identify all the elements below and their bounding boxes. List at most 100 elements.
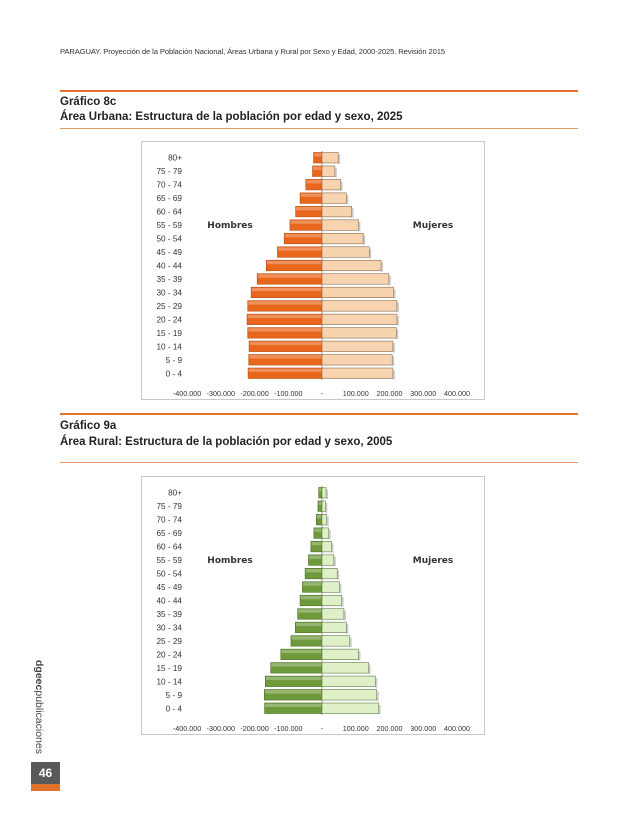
bar-mujeres-shadow [392, 356, 395, 367]
age-group-label: 0 - 4 [166, 704, 183, 713]
bar-mujeres-shadow [340, 181, 343, 191]
figure-label: Gráfico 9a [60, 420, 117, 432]
bar-hombres-highlight [248, 368, 322, 372]
bar-hombres-highlight [249, 341, 322, 346]
age-group-label: 80+ [168, 154, 182, 163]
bar-hombres-highlight [303, 582, 322, 586]
age-group-label: 70 - 74 [157, 181, 183, 190]
age-group-label: 65 - 69 [157, 194, 183, 203]
bar-hombres-highlight [249, 355, 322, 359]
bar-mujeres [321, 662, 369, 674]
age-group-label: 25 - 29 [157, 302, 183, 311]
age-group-label: 15 - 19 [157, 329, 183, 338]
bar-hombres-highlight [296, 206, 322, 211]
x-tick-label: -200.000 [240, 389, 268, 398]
age-group-label: 20 - 24 [157, 315, 183, 324]
x-tick-label: - [321, 724, 324, 733]
bar-mujeres [321, 219, 359, 231]
legend-hombres: Hombres [207, 556, 252, 566]
figure-label: Gráfico 8c [60, 96, 117, 108]
x-tick-label: 100.000 [343, 389, 369, 398]
age-group-label: 60 - 64 [157, 543, 183, 552]
bar-mujeres [321, 554, 335, 566]
running-header: PARAGUAY. Proyección de la Población Nac… [60, 47, 446, 56]
x-tick-label: 400.000 [444, 389, 470, 398]
x-tick-label: -200.000 [240, 724, 268, 733]
bar-mujeres [321, 179, 341, 191]
x-tick-label: -300.000 [207, 389, 235, 398]
bar-hombres-highlight [300, 193, 322, 197]
bar-mujeres [321, 514, 328, 526]
bar-hombres-highlight [264, 690, 322, 694]
bar-hombres-highlight [291, 636, 322, 640]
bar-hombres-highlight [306, 180, 322, 184]
bar-hombres-highlight [284, 233, 322, 238]
bar-mujeres-shadow [396, 329, 399, 340]
bar-mujeres [321, 273, 390, 285]
bar-mujeres-shadow [349, 637, 352, 648]
age-group-label: 20 - 24 [157, 650, 183, 659]
bar-mujeres-shadow [393, 289, 396, 299]
bar-mujeres-shadow [351, 208, 354, 218]
bar-mujeres [321, 152, 339, 164]
age-group-label: 80+ [168, 489, 182, 498]
age-group-label: 30 - 34 [157, 288, 183, 297]
pyramid-rural-svg: 0 - 4 5 - 9 10 - 14 15 - 19 20 - 24 25 - 29 30… [157, 486, 470, 733]
age-group-label: 25 - 29 [157, 637, 183, 646]
bar-hombres-highlight [248, 328, 322, 332]
bar-mujeres [321, 165, 336, 177]
bar-mujeres [321, 581, 340, 593]
bar-hombres-highlight [311, 541, 322, 546]
x-tick-label: -300.000 [207, 724, 235, 733]
bar-mujeres-shadow [331, 543, 334, 553]
bar-mujeres-shadow [325, 502, 328, 513]
bar-mujeres [321, 327, 397, 339]
bar-hombres-highlight [248, 301, 322, 305]
bar-mujeres [321, 675, 376, 687]
age-group-label: 5 - 9 [166, 356, 183, 365]
bar-mujeres-shadow [363, 235, 366, 245]
age-group-label: 45 - 49 [157, 248, 183, 257]
bar-hombres-highlight [309, 555, 322, 559]
bar-mujeres [321, 259, 382, 272]
bar-mujeres [321, 206, 353, 218]
bar-mujeres [321, 300, 398, 312]
bar-hombres-highlight [318, 501, 322, 505]
bar-mujeres-shadow [346, 194, 349, 205]
x-tick-label: 300.000 [410, 724, 436, 733]
bar-mujeres [321, 608, 345, 620]
bar-mujeres-shadow [392, 343, 395, 353]
x-tick-label: -400.000 [173, 389, 201, 398]
bar-mujeres-shadow [358, 221, 361, 232]
bar-mujeres-shadow [339, 583, 342, 594]
bar-hombres-highlight [316, 515, 322, 519]
bar-mujeres [321, 527, 330, 539]
section-rule-top [60, 90, 578, 92]
section-rule-bottom [60, 462, 578, 463]
figure-title: Área Urbana: Estructura de la población … [60, 111, 403, 123]
bar-mujeres-shadow [378, 705, 381, 715]
bar-mujeres-shadow [388, 275, 391, 286]
age-group-label: 75 - 79 [157, 167, 183, 176]
age-group-label: 40 - 44 [157, 597, 183, 606]
bar-mujeres-shadow [396, 316, 399, 326]
bar-mujeres-shadow [392, 370, 395, 380]
bar-mujeres-shadow [396, 302, 399, 313]
x-tick-label: -100.000 [274, 724, 302, 733]
age-group-label: 50 - 54 [157, 570, 183, 579]
x-tick-label: 200.000 [377, 389, 403, 398]
bar-mujeres-shadow [341, 597, 344, 607]
x-tick-label: 100.000 [343, 724, 369, 733]
legend-hombres: Hombres [207, 221, 252, 231]
bar-hombres-highlight [278, 247, 322, 251]
bar-mujeres-shadow [333, 556, 336, 567]
age-group-label: 50 - 54 [157, 235, 183, 244]
bar-hombres-highlight [305, 568, 322, 573]
bar-mujeres [321, 313, 398, 325]
bar-mujeres-shadow [343, 610, 346, 621]
bar-mujeres [321, 702, 380, 714]
bar-hombres-highlight [313, 166, 322, 170]
bar-mujeres [321, 246, 370, 258]
brand-light: publicaciones [33, 690, 45, 754]
legend-mujeres: Mujeres [413, 556, 453, 566]
